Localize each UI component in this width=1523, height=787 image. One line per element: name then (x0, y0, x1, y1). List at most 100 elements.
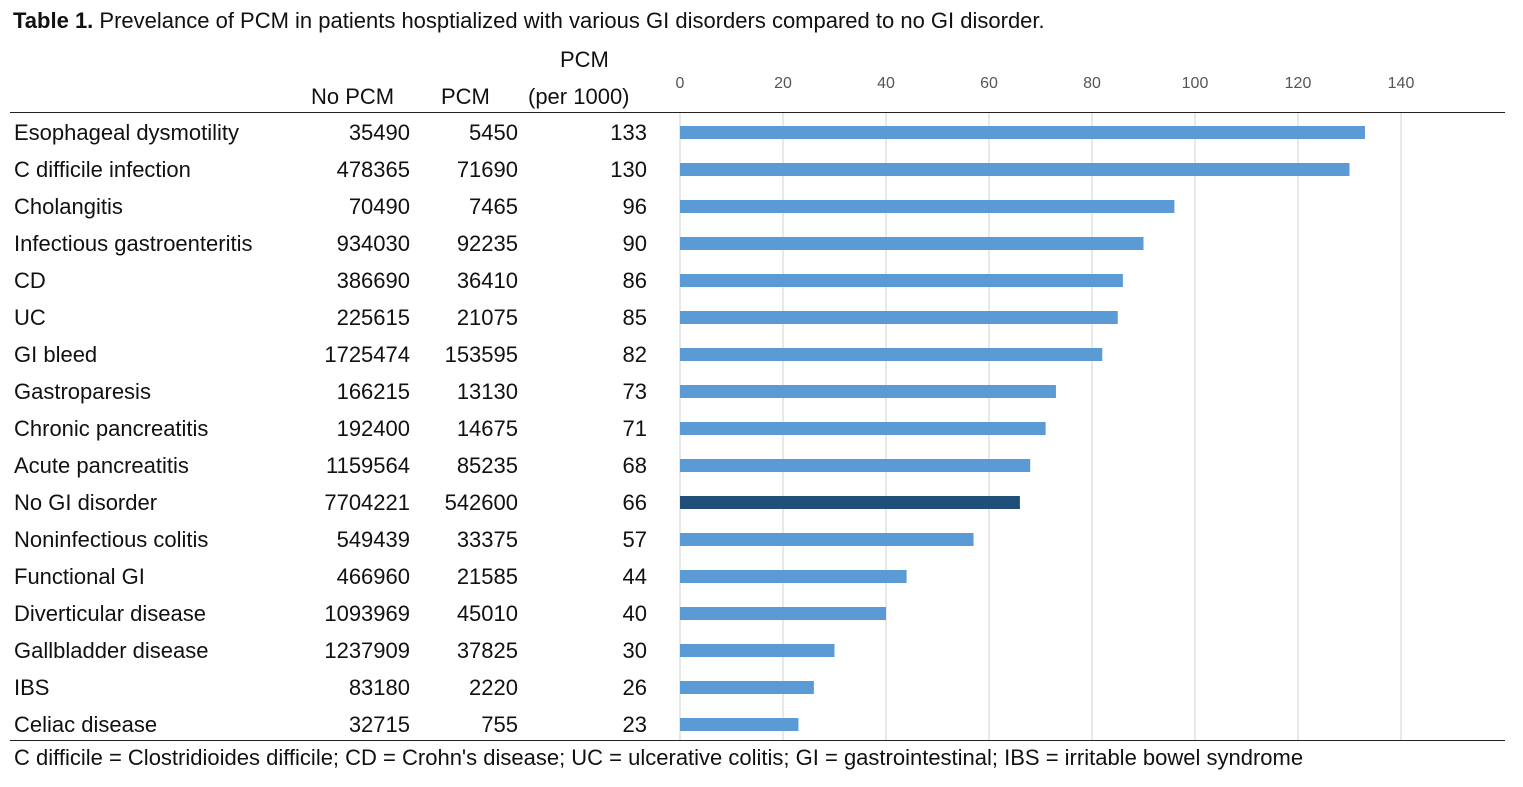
table-row: CD 386690 36410 86 (0, 262, 670, 299)
bar (680, 496, 1020, 509)
table-row: Acute pancreatitis 1159564 85235 68 (0, 447, 670, 484)
row-name: Noninfectious colitis (14, 527, 209, 552)
row-rate: 86 (622, 268, 647, 293)
row-rate: 57 (622, 527, 647, 552)
row-rate: 68 (622, 453, 647, 478)
table-row: Gastroparesis 166215 13130 73 (0, 373, 670, 410)
table-row: Esophageal dysmotility 35490 5450 133 (0, 114, 670, 151)
table-row: UC 225615 21075 85 (0, 299, 670, 336)
row-name: Celiac disease (14, 712, 158, 737)
row-name: Gallbladder disease (14, 638, 209, 663)
bar (680, 644, 835, 657)
row-no-pcm: 934030 (336, 231, 410, 256)
bar (680, 422, 1046, 435)
x-tick-label: 60 (980, 75, 998, 92)
row-no-pcm: 32715 (348, 712, 410, 737)
row-name: Functional GI (14, 564, 145, 589)
row-no-pcm: 70490 (348, 194, 410, 219)
table-row: No GI disorder 7704221 542600 66 (0, 484, 670, 521)
row-rate: 71 (622, 416, 647, 441)
bar (680, 200, 1175, 213)
bar (680, 459, 1031, 472)
table-row: C difficile infection 478365 71690 130 (0, 151, 670, 188)
x-tick-label: 100 (1182, 75, 1209, 92)
table-row: GI bleed 1725474 153595 82 (0, 336, 670, 373)
bar (680, 718, 799, 731)
table-row: Cholangitis 70490 7465 96 (0, 188, 670, 225)
row-name: GI bleed (14, 342, 98, 367)
footnote: C difficile = Clostridioides difficile; … (14, 745, 1304, 770)
row-no-pcm: 83180 (348, 675, 410, 700)
row-no-pcm: 7704221 (324, 490, 410, 515)
row-name: Chronic pancreatitis (14, 416, 209, 441)
row-no-pcm: 35490 (348, 120, 410, 145)
bar (680, 274, 1123, 287)
row-no-pcm: 1093969 (324, 601, 410, 626)
row-rate: 130 (610, 157, 647, 182)
x-tick-label: 20 (774, 75, 792, 92)
bar (680, 237, 1144, 250)
row-pcm: 33375 (456, 527, 518, 552)
row-name: Diverticular disease (14, 601, 206, 626)
row-rate: 85 (622, 305, 647, 330)
table-row: Functional GI 466960 21585 44 (0, 558, 670, 595)
row-pcm: 36410 (456, 268, 518, 293)
bar (680, 607, 886, 620)
row-no-pcm: 466960 (336, 564, 410, 589)
row-rate: 44 (622, 564, 647, 589)
row-name: UC (14, 305, 46, 330)
x-tick-label: 80 (1083, 75, 1101, 92)
row-pcm: 542600 (444, 490, 518, 515)
x-tick-label: 140 (1388, 75, 1415, 92)
row-pcm: 21585 (456, 564, 518, 589)
row-name: Cholangitis (14, 194, 123, 219)
bar (680, 163, 1350, 176)
header-rule (10, 112, 1505, 113)
bar (680, 385, 1056, 398)
row-pcm: 92235 (456, 231, 518, 256)
row-name: C difficile infection (14, 157, 191, 182)
row-pcm: 37825 (456, 638, 518, 663)
table-caption: Table 1. Prevelance of PCM in patients h… (13, 8, 1045, 34)
bar (680, 533, 974, 546)
table-row: Diverticular disease 1093969 45010 40 (0, 595, 670, 632)
row-no-pcm: 192400 (336, 416, 410, 441)
x-tick-label: 40 (877, 75, 895, 92)
row-pcm: 85235 (456, 453, 518, 478)
row-pcm: 755 (481, 712, 518, 737)
row-pcm: 14675 (456, 416, 518, 441)
row-name: Infectious gastroenteritis (14, 231, 253, 256)
row-name: Gastroparesis (14, 379, 151, 404)
row-pcm: 71690 (456, 157, 518, 182)
row-pcm: 2220 (469, 675, 518, 700)
row-name: Acute pancreatitis (14, 453, 189, 478)
row-name: CD (14, 268, 46, 293)
row-rate: 40 (622, 601, 647, 626)
row-pcm: 7465 (469, 194, 518, 219)
row-rate: 133 (610, 120, 647, 145)
row-no-pcm: 549439 (336, 527, 410, 552)
bar (680, 311, 1118, 324)
row-name: Esophageal dysmotility (14, 120, 240, 145)
row-pcm: 45010 (456, 601, 518, 626)
row-rate: 82 (622, 342, 647, 367)
x-tick-label: 120 (1285, 75, 1312, 92)
row-pcm: 21075 (456, 305, 518, 330)
table-row: Noninfectious colitis 549439 33375 57 (0, 521, 670, 558)
row-pcm: 153595 (444, 342, 518, 367)
bar (680, 570, 907, 583)
row-no-pcm: 386690 (336, 268, 410, 293)
row-rate: 96 (622, 194, 647, 219)
row-no-pcm: 1725474 (324, 342, 410, 367)
row-rate: 90 (622, 231, 647, 256)
row-rate: 66 (622, 490, 647, 515)
row-no-pcm: 166215 (336, 379, 410, 404)
caption-text: Prevelance of PCM in patients hosptializ… (93, 8, 1045, 33)
table-row: Chronic pancreatitis 192400 14675 71 (0, 410, 670, 447)
row-no-pcm: 478365 (336, 157, 410, 182)
bar (680, 681, 814, 694)
table-row: Infectious gastroenteritis 934030 92235 90 (0, 225, 670, 262)
row-rate: 30 (622, 638, 647, 663)
row-rate: 73 (622, 379, 647, 404)
row-rate: 23 (622, 712, 647, 737)
